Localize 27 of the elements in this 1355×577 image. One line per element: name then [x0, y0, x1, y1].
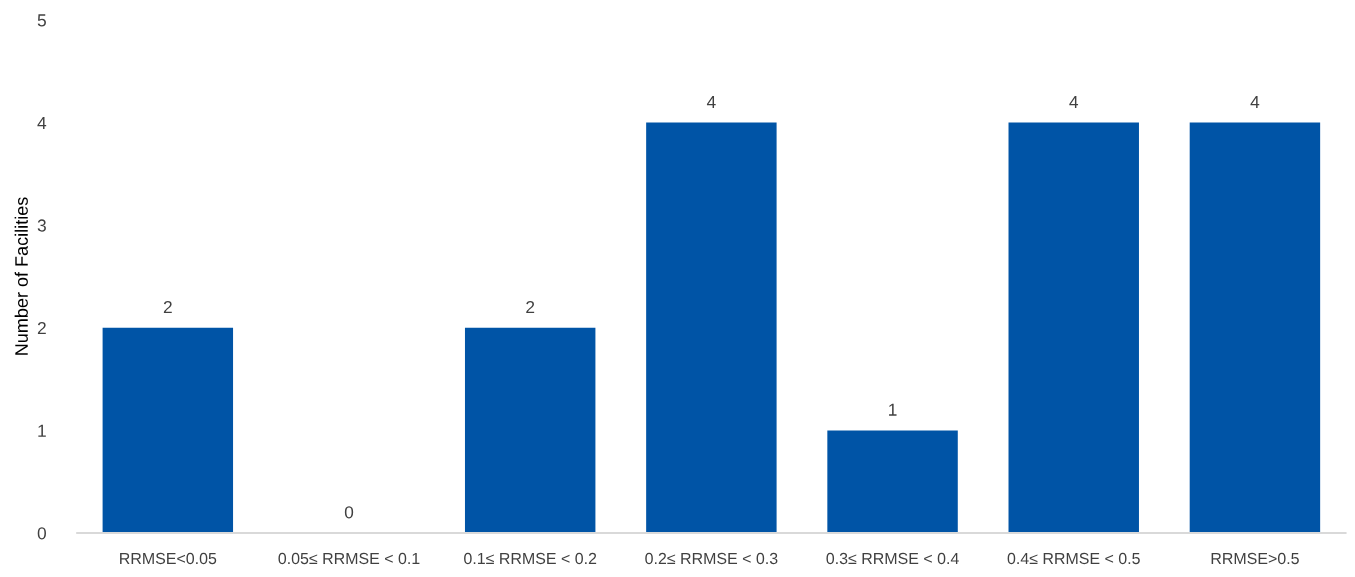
bar	[646, 122, 777, 533]
bar	[102, 327, 234, 533]
y-tick-label: 1	[38, 424, 46, 437]
bar	[464, 327, 596, 533]
x-tick-label: RRMSE>0.5	[1211, 552, 1299, 565]
bar	[827, 430, 958, 533]
data-label: 0	[344, 506, 354, 519]
data-label: 4	[1250, 95, 1260, 108]
y-axis-title: Number of Facilities	[14, 197, 28, 355]
data-label: 4	[1069, 95, 1079, 108]
data-label: 1	[889, 403, 897, 416]
y-tick-label: 4	[37, 116, 47, 129]
data-label: 2	[526, 300, 535, 314]
y-tick-label: 3	[37, 219, 46, 232]
bar	[1008, 122, 1139, 533]
data-label: 2	[163, 300, 172, 314]
bar	[1189, 122, 1321, 533]
x-tick-label: RRMSE<0.05	[120, 552, 217, 565]
x-tick-label: 0.05≤ RRMSE < 0.1	[278, 552, 420, 565]
x-tick-label: 0.1≤ RRMSE < 0.2	[464, 552, 597, 565]
x-tick-label: 0.4≤ RRMSE < 0.5	[1007, 552, 1140, 565]
y-tick-label: 2	[37, 321, 46, 335]
x-tick-label: 0.2≤ RRMSE < 0.3	[645, 552, 778, 565]
data-label: 4	[706, 95, 716, 108]
y-tick-label: 0	[37, 527, 46, 540]
y-tick-label: 5	[37, 14, 46, 27]
x-tick-label: 0.3≤ RRMSE < 0.4	[826, 552, 959, 565]
